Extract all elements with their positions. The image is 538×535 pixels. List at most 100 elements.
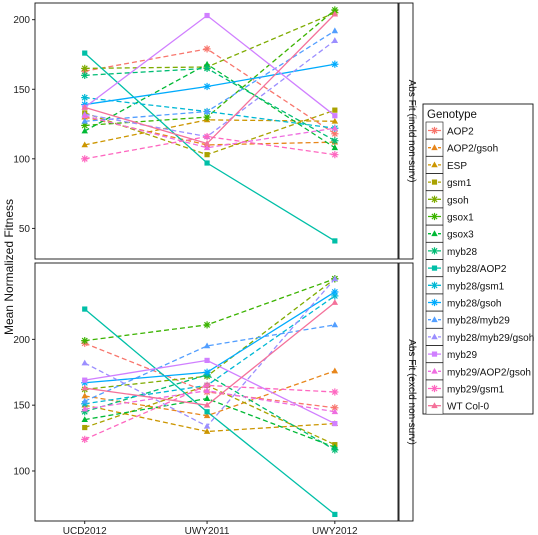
data-point	[331, 288, 339, 296]
y-tick-label: 150	[13, 401, 30, 412]
data-point	[204, 152, 210, 158]
legend-label: gsox1	[447, 213, 474, 224]
y-axis-title: Mean Normalized Fitness	[2, 199, 16, 335]
y-tick-label: 200	[13, 335, 30, 346]
strip: Abs Fit (excld non-surv)	[398, 262, 417, 522]
y-tick-label: 150	[13, 85, 30, 96]
data-point	[82, 306, 88, 312]
data-point	[203, 387, 211, 394]
legend-key-marker	[430, 281, 439, 289]
legend-label: myb28/gsoh	[447, 299, 501, 310]
legend-label: gsox3	[447, 230, 474, 241]
data-point	[82, 50, 88, 56]
data-point	[331, 446, 339, 454]
legend-key-marker	[431, 333, 438, 340]
legend-label: WT Col-0	[447, 402, 489, 413]
data-point	[331, 10, 339, 17]
data-point	[203, 368, 211, 376]
series-myb29-aop2-gsoh	[81, 112, 339, 151]
data-point	[331, 60, 339, 68]
data-point	[203, 140, 211, 146]
y-tick-label: 200	[13, 15, 30, 26]
series-wt-col-0	[81, 299, 339, 408]
legend-item: gsox1	[425, 207, 474, 226]
data-point	[81, 94, 89, 102]
legend-label: gsoh	[447, 195, 469, 206]
data-point	[203, 381, 211, 390]
legend-key-marker	[431, 230, 438, 237]
data-point	[81, 64, 89, 72]
data-point	[81, 112, 88, 119]
strip: Abs Fit (incld non-surv)	[398, 2, 417, 260]
series-myb28-aop2	[82, 306, 338, 518]
data-point	[203, 45, 211, 53]
y-tick-label: 50	[19, 224, 31, 235]
legend-item: myb28/myb29/gsoh	[425, 328, 534, 346]
legend-key-marker	[430, 126, 439, 135]
data-point	[81, 397, 88, 404]
data-point	[331, 27, 339, 34]
data-point	[203, 395, 211, 401]
data-point	[331, 144, 339, 151]
data-point	[332, 238, 338, 244]
legend-key-marker	[431, 367, 438, 374]
strip-box	[398, 2, 414, 260]
legend-label: AOP2	[447, 127, 474, 138]
legend-item: AOP2/gsoh	[425, 138, 498, 157]
data-point	[331, 321, 339, 328]
series-line	[84, 374, 336, 451]
series-line	[84, 115, 335, 149]
strip-label: Abs Fit (excld non-surv)	[406, 339, 417, 445]
legend-key-marker	[431, 402, 438, 409]
legend-item: myb28/AOP2	[425, 259, 507, 277]
legend-item: myb28/gsm1	[425, 276, 505, 295]
series-myb29-gsm1	[81, 381, 339, 443]
y-tick-label: 100	[13, 154, 30, 165]
series-myb29-gsm1	[81, 132, 339, 163]
legend-label: myb28/myb29/gsoh	[447, 333, 534, 344]
data-point	[203, 412, 211, 419]
data-point	[204, 160, 210, 166]
series-myb28-myb29-gsoh	[81, 275, 339, 429]
legend-key-marker	[431, 351, 438, 357]
data-point	[204, 357, 210, 364]
legend-item: myb28	[425, 242, 477, 260]
data-point	[203, 108, 211, 114]
data-point	[332, 511, 338, 518]
series-myb29-aop2-gsoh	[81, 387, 339, 415]
legend-key-marker	[431, 265, 438, 271]
panel-frame	[34, 2, 399, 260]
legend-title: Genotype	[427, 109, 477, 121]
data-point	[332, 420, 338, 427]
legend-key-marker	[430, 384, 439, 393]
data-point	[331, 299, 339, 305]
series-gsox3	[81, 60, 339, 151]
data-point	[203, 401, 211, 408]
legend-label: myb28/AOP2	[447, 264, 507, 275]
legend-key-marker	[430, 298, 439, 307]
data-point	[81, 405, 88, 412]
series-myb28-gsoh	[81, 288, 339, 387]
legend: Genotype AOP2 AOP2/gsoh ESP gsm1 gsoh gsox1 gso…	[422, 103, 534, 415]
data-point	[204, 409, 210, 415]
data-point	[332, 107, 338, 113]
legend-item: ESP	[425, 156, 467, 174]
series-line	[84, 324, 335, 402]
legend-label: myb29/gsm1	[447, 385, 505, 396]
series-line	[84, 384, 335, 440]
data-point	[81, 337, 89, 345]
legend-key-marker	[431, 144, 438, 151]
data-point	[331, 388, 339, 396]
strip-label: Abs Fit (incld non-surv)	[406, 80, 417, 183]
data-point	[331, 275, 339, 282]
legend-item: AOP2	[425, 121, 474, 140]
data-point	[82, 424, 88, 431]
legend-item: myb29	[425, 345, 477, 363]
data-point	[203, 144, 211, 151]
data-point	[81, 416, 88, 423]
panel-frame	[34, 262, 399, 522]
series-myb28-myb29	[81, 321, 339, 404]
series-myb29	[82, 357, 338, 427]
series-wt-col-0	[81, 10, 339, 146]
data-point	[81, 141, 88, 148]
